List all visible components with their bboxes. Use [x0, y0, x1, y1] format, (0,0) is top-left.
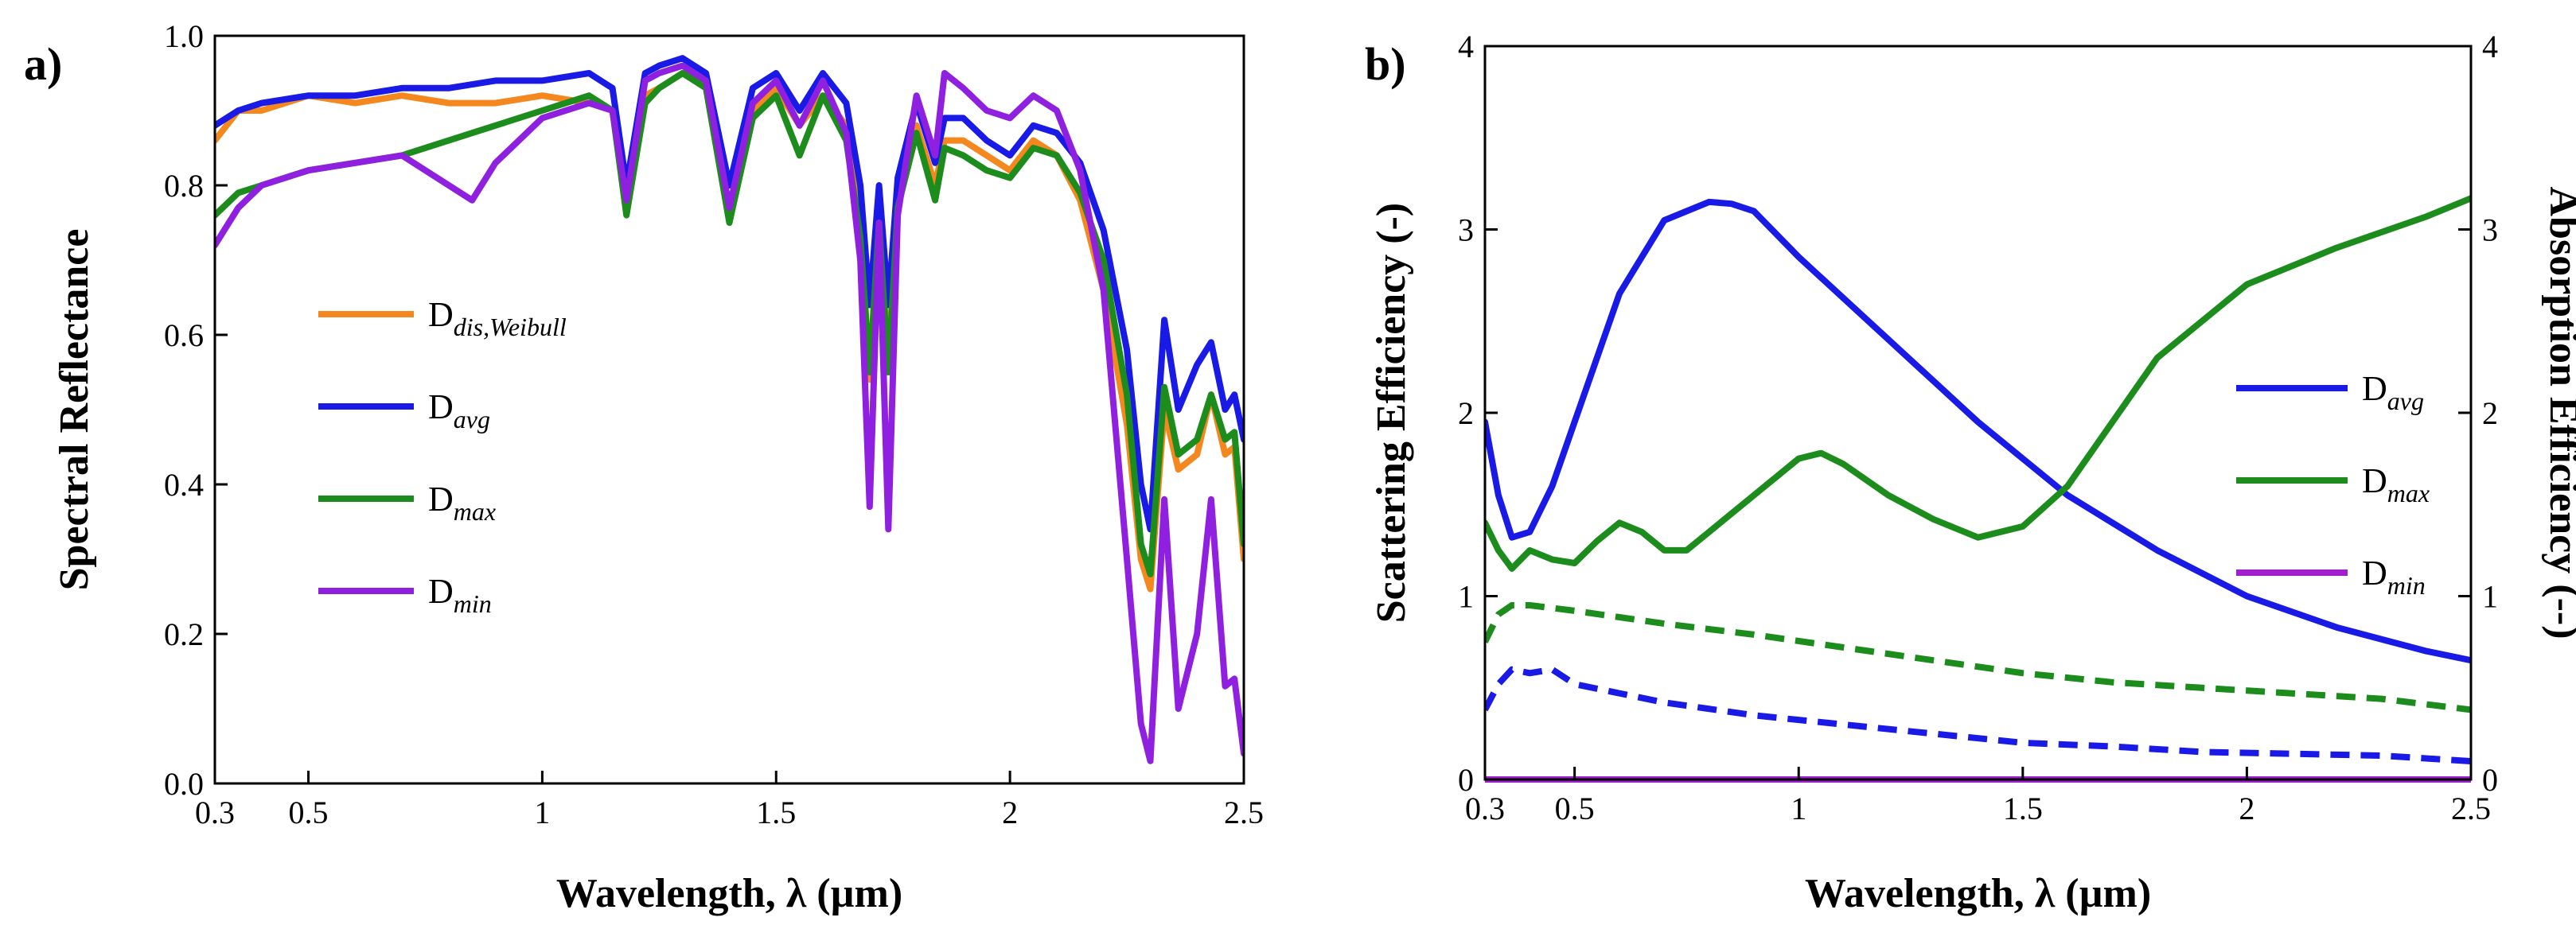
- legend-label-dis,Weibull: Ddis,Weibull: [428, 295, 567, 341]
- panel-a-reflectance-chart: a) 0.3 0.5 1 1.5 2 2.5 0.0 0.2 0.4 0.6 0.8 1.0 Wavele…: [24, 18, 1264, 916]
- series-line-min: [215, 62, 1244, 764]
- y-tick-label: 0.8: [164, 168, 204, 204]
- x-tick-label: 0.5: [1555, 791, 1595, 826]
- y2-tick-label: 4: [2482, 29, 2498, 64]
- y-tick-label: 0.2: [164, 616, 204, 652]
- y-tick-label: 1.0: [164, 18, 204, 54]
- y2-axis-title: Absorption Efficiency (--): [2541, 186, 2576, 639]
- x-tick-label: 0.3: [1465, 791, 1505, 826]
- y2-tick-label: 0: [2482, 762, 2498, 798]
- legend: Ddis,Weibull Davg Dmax Dmin: [318, 295, 567, 618]
- series-line-dashed-3: [1485, 602, 2471, 713]
- x-tick-label: 2: [2239, 791, 2254, 826]
- y-tick-label: 0: [1458, 762, 1474, 798]
- x-tick-label: 1: [1791, 791, 1806, 826]
- x-tick-label: 2.5: [1224, 795, 1264, 830]
- x-tick-label: 0.3: [195, 795, 235, 830]
- x-axis-title: Wavelength, λ (µm): [1805, 871, 2151, 916]
- series-line-avg: [1485, 198, 2471, 664]
- series-line-dashed-4: [1485, 666, 2471, 764]
- y-tick-label: 2: [1458, 395, 1474, 431]
- y2-tick-label: 2: [2482, 395, 2498, 431]
- series-group: [215, 55, 1244, 764]
- x-tick-label: 0.5: [289, 795, 329, 830]
- legend-label-avg: Davg: [428, 387, 490, 433]
- y-axis-title: Scattering Efficiency (-): [1369, 203, 1414, 623]
- x-tick-label: 2.5: [2451, 791, 2491, 826]
- legend-label-max: Dmax: [428, 480, 496, 526]
- y2-tick-label: 1: [2482, 579, 2498, 615]
- series-line-max: [215, 70, 1244, 577]
- y-tick-label: 4: [1458, 29, 1474, 64]
- series-group: [1485, 195, 2471, 783]
- series-line-dis,Weibull: [215, 70, 1244, 593]
- series-line-max: [1485, 195, 2471, 572]
- y-tick-label: 0.0: [164, 766, 204, 802]
- x-tick-label: 2: [1002, 795, 1018, 830]
- legend-label-min: Dmin: [428, 572, 492, 618]
- panel-label: a): [24, 38, 62, 90]
- legend-label-min: Dmin: [2362, 554, 2426, 600]
- y-axis-title: Spectral Reflectance: [52, 229, 97, 591]
- panel-label: b): [1365, 38, 1406, 90]
- legend-label-max: Dmax: [2362, 461, 2430, 507]
- y-tick-label: 1: [1458, 579, 1474, 615]
- x-tick-label: 1.5: [2003, 791, 2043, 826]
- x-tick-label: 1: [534, 795, 550, 830]
- y-tick-label: 3: [1458, 212, 1474, 248]
- legend-label-avg: Davg: [2362, 369, 2424, 415]
- legend: Davg Dmax Dmin: [2236, 369, 2430, 600]
- y-tick-label: 0.4: [164, 467, 204, 503]
- series-line-avg: [215, 55, 1244, 533]
- x-tick-label: 1.5: [756, 795, 796, 830]
- plot-frame: [213, 34, 1245, 785]
- y2-tick-label: 3: [2482, 212, 2498, 248]
- x-axis-title: Wavelength, λ (µm): [556, 871, 902, 916]
- y-tick-label: 0.6: [164, 317, 204, 353]
